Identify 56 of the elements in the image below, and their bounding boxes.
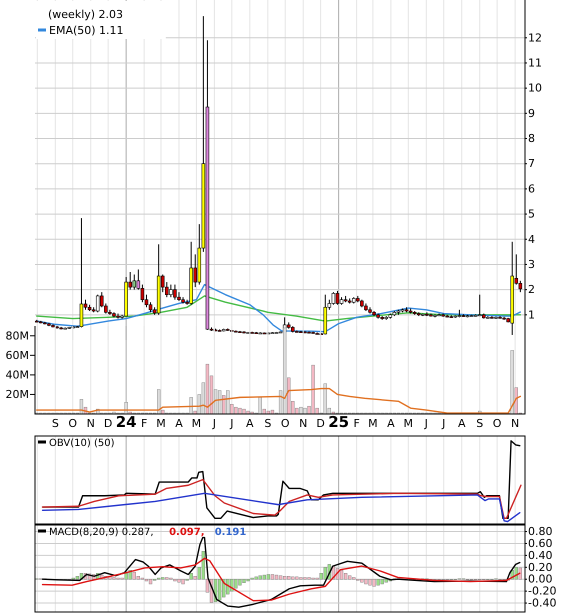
x-tick-label: 24	[116, 413, 137, 431]
y-tick-label: 2	[528, 283, 535, 296]
y-tick-label: 0.40	[528, 548, 552, 562]
x-tick-label: S	[476, 417, 484, 430]
y-tick-label: 0.60	[528, 536, 552, 550]
legend-label: MACD(8,20,9) 0.287,	[49, 527, 154, 538]
x-tick-label: S	[264, 417, 272, 430]
y-tick-label: 1	[528, 308, 535, 322]
x-tick-label: F	[140, 417, 148, 430]
x-tick-label: D	[104, 417, 112, 430]
x-tick-label: A	[458, 417, 466, 430]
text: (weekly) 2.03	[48, 8, 124, 21]
x-tick-label: A	[246, 417, 254, 430]
y-tick-label: 10	[528, 82, 542, 95]
x-tick-label: A	[387, 417, 396, 430]
x-tick-label: N	[511, 417, 520, 430]
x-tick-label: A	[175, 417, 184, 430]
y-tick-label: 3	[528, 258, 535, 271]
y-tick-label: 40M	[6, 368, 29, 382]
y-tick-label: -0.20	[528, 584, 556, 598]
y-tick-label: 8	[528, 132, 535, 146]
y-tick-label: 12	[528, 31, 542, 44]
y-tick-label: 11	[528, 56, 542, 70]
legend-label: OBV(10) (50)	[49, 438, 115, 449]
x-tick-label: J	[441, 417, 446, 430]
annotation: 0.191	[214, 527, 246, 538]
x-tick-label: M	[404, 417, 414, 430]
y-tick-label: -0.40	[528, 596, 556, 610]
x-tick-label: O	[68, 417, 78, 430]
y-tick-label: 9	[528, 106, 535, 120]
y-tick-label: 0.80	[528, 525, 552, 538]
y-tick-label: 7	[528, 157, 535, 170]
x-tick-label: D	[316, 417, 325, 430]
x-tick-label: M	[368, 417, 378, 430]
y-tick-label: 0.20	[528, 560, 552, 574]
y-tick-label: 4	[528, 232, 535, 246]
x-tick-label: J	[424, 417, 428, 430]
x-tick-label: J	[212, 417, 216, 430]
x-tick-label: M	[156, 417, 166, 430]
y-tick-label: 0.00	[528, 572, 552, 586]
x-tick-label: N	[299, 417, 308, 430]
x-tick-label: 25	[328, 413, 350, 431]
x-tick-label: J	[229, 417, 234, 430]
text: 0.097,	[169, 527, 205, 538]
x-tick-label: S	[52, 417, 59, 430]
x-tick-label: N	[86, 417, 95, 430]
y-tick-label: 5	[528, 208, 535, 221]
legend-label: EMA(50) 1.11	[49, 24, 124, 37]
y-tick-label: 80M	[6, 329, 29, 342]
x-tick-label: O	[492, 417, 502, 430]
y-tick-label: 20M	[6, 388, 29, 401]
x-tick-label: M	[192, 417, 202, 430]
y-tick-label: 60M	[6, 348, 29, 362]
x-tick-label: O	[280, 417, 290, 430]
y-tick-label: 6	[528, 182, 535, 196]
x-tick-label: F	[353, 417, 360, 430]
